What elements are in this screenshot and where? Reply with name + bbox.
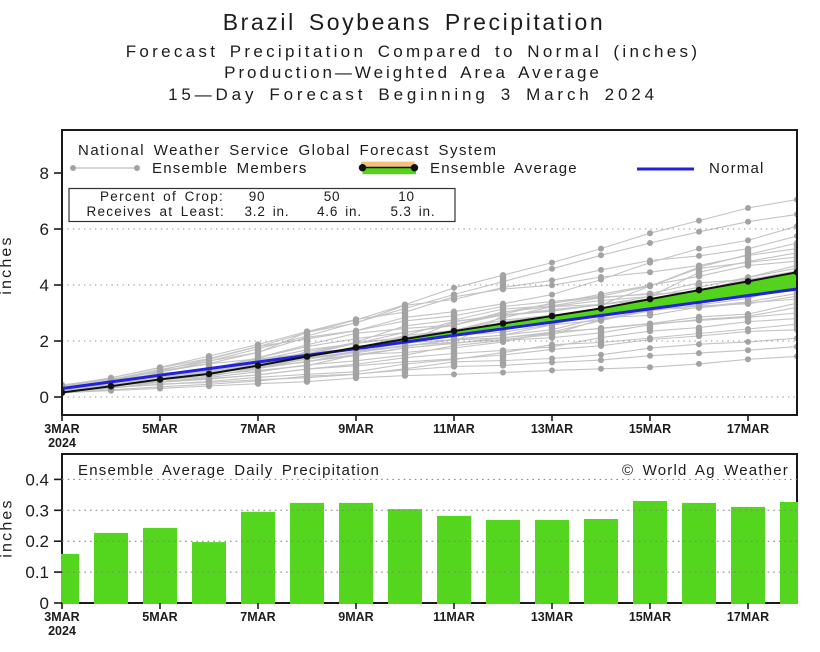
svg-text:National Weather Service Globa: National Weather Service Global Forecast… (78, 142, 498, 159)
svg-text:2024: 2024 (48, 624, 76, 638)
svg-text:2024: 2024 (48, 436, 76, 450)
svg-text:6: 6 (40, 220, 49, 239)
svg-text:0.1: 0.1 (25, 563, 49, 582)
svg-text:13MAR: 13MAR (531, 610, 573, 624)
svg-text:2: 2 (40, 332, 49, 351)
svg-text:inches: inches (0, 235, 15, 294)
svg-text:Forecast Precipitation Compare: Forecast Precipitation Compared to Norma… (126, 42, 701, 61)
svg-text:Ensemble Members: Ensemble Members (152, 160, 308, 177)
svg-text:Ensemble Average Daily Precipi: Ensemble Average Daily Precipitation (78, 462, 380, 479)
svg-text:0.3: 0.3 (25, 501, 49, 520)
svg-text:0: 0 (40, 594, 49, 613)
svg-text:3MAR: 3MAR (44, 422, 79, 436)
svg-text:11MAR: 11MAR (433, 610, 475, 624)
svg-text:8: 8 (40, 164, 49, 183)
svg-text:15MAR: 15MAR (629, 610, 671, 624)
svg-text:15MAR: 15MAR (629, 422, 671, 436)
svg-text:7MAR: 7MAR (240, 422, 275, 436)
svg-text:5MAR: 5MAR (142, 610, 177, 624)
svg-text:9MAR: 9MAR (338, 610, 373, 624)
svg-text:© World Ag Weather: © World Ag Weather (622, 462, 789, 479)
svg-text:7MAR: 7MAR (240, 610, 275, 624)
svg-text:Percent of Crop:: Percent of Crop: (100, 189, 224, 204)
svg-text:50: 50 (324, 189, 341, 204)
svg-text:3MAR: 3MAR (44, 610, 79, 624)
svg-text:4.6 in.: 4.6 in. (317, 204, 362, 219)
svg-text:17MAR: 17MAR (727, 422, 769, 436)
svg-text:17MAR: 17MAR (727, 610, 769, 624)
svg-text:5MAR: 5MAR (142, 422, 177, 436)
svg-text:inches: inches (0, 498, 16, 557)
svg-text:11MAR: 11MAR (433, 422, 475, 436)
svg-text:5.3 in.: 5.3 in. (391, 204, 436, 219)
svg-text:90: 90 (249, 189, 266, 204)
svg-text:Brazil Soybeans Precipitation: Brazil Soybeans Precipitation (223, 9, 606, 35)
svg-text:Normal: Normal (709, 160, 765, 177)
svg-text:13MAR: 13MAR (531, 422, 573, 436)
svg-text:0.4: 0.4 (25, 470, 49, 489)
svg-text:10: 10 (398, 189, 415, 204)
svg-text:Production—Weighted Area Avera: Production—Weighted Area Average (224, 63, 602, 82)
svg-text:3.2 in.: 3.2 in. (245, 204, 290, 219)
svg-text:9MAR: 9MAR (338, 422, 373, 436)
svg-text:0.2: 0.2 (25, 532, 49, 551)
svg-text:0: 0 (40, 388, 49, 407)
svg-text:4: 4 (40, 276, 49, 295)
svg-text:15—Day Forecast Beginning 3 Ma: 15—Day Forecast Beginning 3 March 2024 (168, 85, 658, 104)
svg-text:Ensemble Average: Ensemble Average (430, 160, 578, 177)
svg-text:Receives at Least:: Receives at Least: (87, 204, 226, 219)
